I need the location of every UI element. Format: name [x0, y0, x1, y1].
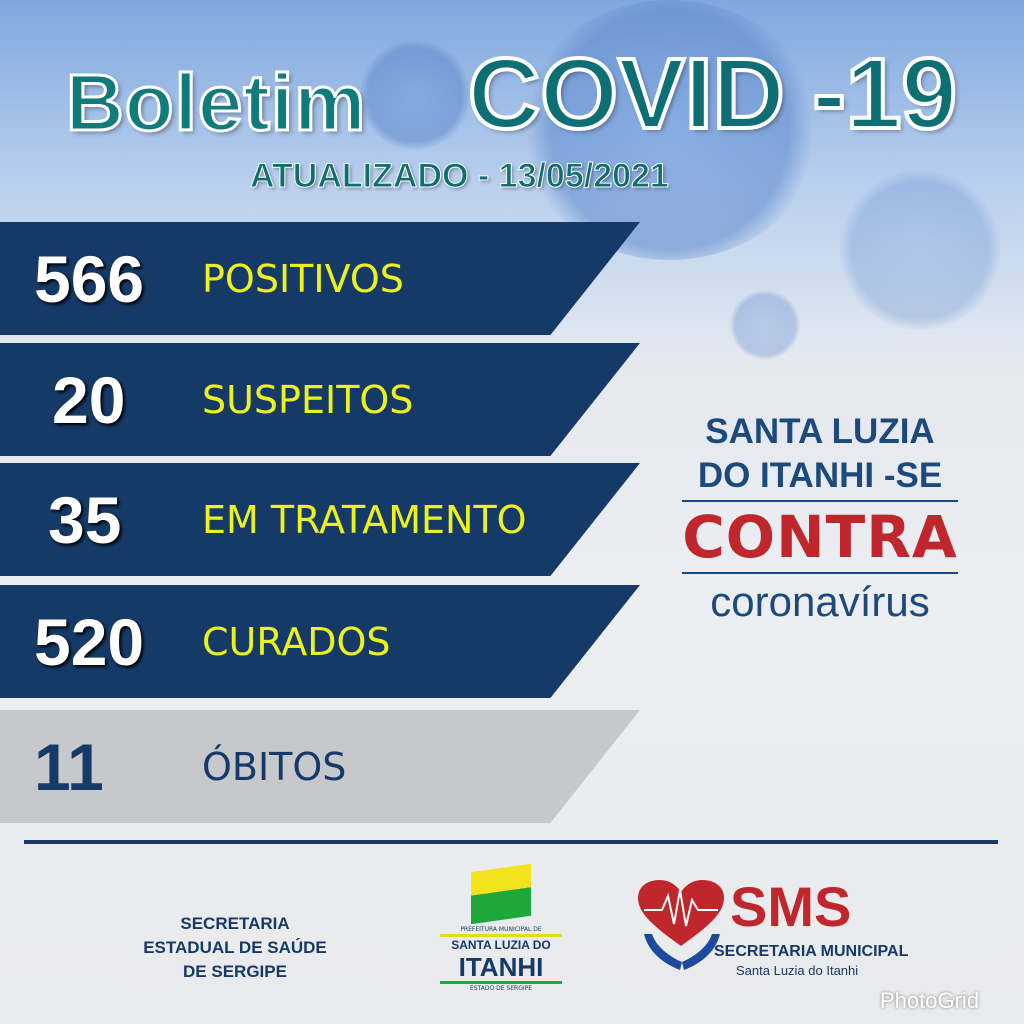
- slogan: SANTA LUZIA DO ITANHI -SE CONTRA coronav…: [670, 410, 970, 628]
- stat-obitos: 11 ÓBITOS: [0, 710, 640, 823]
- prefeitura-state: ESTADO DE SERGIPE: [469, 985, 533, 992]
- title-covid: COVID -19: [466, 38, 959, 150]
- ses-logo-text: SECRETARIA ESTADUAL DE SAÚDE DE SERGIPE: [120, 912, 350, 984]
- sms-subtitle: SECRETARIA MUNICIPAL: [714, 943, 909, 960]
- stat-label: ÓBITOS: [202, 745, 347, 789]
- sms-logo: SMS SECRETARIA MUNICIPAL Santa Luzia do …: [632, 872, 972, 992]
- prefeitura-name-itanhi: ITANHI: [440, 953, 562, 984]
- divider: [682, 500, 958, 502]
- sms-city: Santa Luzia do Itanhi: [736, 963, 859, 978]
- slogan-line2: DO ITANHI -SE: [697, 456, 943, 495]
- heart-icon: [638, 880, 724, 946]
- virus-decoration: [360, 40, 470, 150]
- footer-divider: [24, 840, 998, 844]
- virus-decoration: [730, 290, 800, 360]
- stat-value: 520: [34, 605, 145, 679]
- ses-line: DE SERGIPE: [183, 962, 287, 981]
- divider: [682, 572, 958, 574]
- slogan-coronavirus: coronavírus: [710, 578, 930, 625]
- stat-curados: 520 CURADOS: [0, 585, 640, 698]
- stat-positivos: 566 POSITIVOS: [0, 222, 640, 335]
- stat-label: SUSPEITOS: [202, 378, 414, 422]
- stat-value: 35: [48, 483, 122, 557]
- stat-label: POSITIVOS: [202, 257, 404, 301]
- prefeitura-name: SANTA LUZIA DO: [451, 938, 551, 952]
- title-boletim: Boletim: [64, 57, 367, 149]
- stat-suspeitos: 20 SUSPEITOS: [0, 343, 640, 456]
- stat-em-tratamento: 35 EM TRATAMENTO: [0, 463, 640, 576]
- stat-value: 11: [34, 730, 104, 804]
- hands-icon: [644, 934, 720, 970]
- slogan-contra: CONTRA: [682, 503, 958, 571]
- stat-label: EM TRATAMENTO: [202, 498, 527, 542]
- stat-label: CURADOS: [202, 620, 391, 664]
- flag-icon: [471, 863, 531, 925]
- watermark: PhotoGrid: [880, 988, 980, 1013]
- virus-decoration: [840, 170, 1000, 330]
- slogan-line1: SANTA LUZIA: [705, 412, 935, 451]
- ses-line: SECRETARIA: [180, 914, 290, 933]
- virus-decoration: [520, 0, 820, 260]
- prefeitura-top: PREFEITURA MUNICIPAL DE: [440, 926, 562, 937]
- stat-value: 566: [34, 242, 145, 316]
- ses-line: ESTADUAL DE SAÚDE: [143, 938, 327, 957]
- updated-date: ATUALIZADO - 13/05/2021: [250, 157, 670, 196]
- prefeitura-logo: PREFEITURA MUNICIPAL DE SANTA LUZIA DO I…: [440, 863, 562, 993]
- sms-title: SMS: [730, 875, 852, 938]
- stat-value: 20: [52, 363, 126, 437]
